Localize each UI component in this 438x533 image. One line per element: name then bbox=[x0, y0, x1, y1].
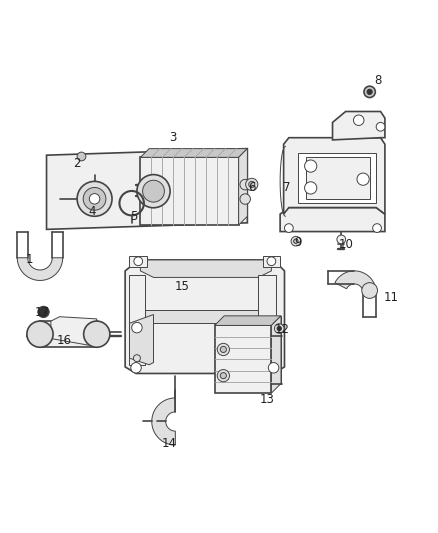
Polygon shape bbox=[40, 321, 97, 348]
Text: 8: 8 bbox=[374, 75, 382, 87]
Polygon shape bbox=[141, 149, 247, 157]
Polygon shape bbox=[284, 138, 385, 214]
Polygon shape bbox=[130, 256, 147, 266]
Circle shape bbox=[353, 115, 364, 125]
Circle shape bbox=[27, 321, 53, 348]
Polygon shape bbox=[224, 316, 281, 384]
Polygon shape bbox=[239, 149, 247, 225]
Polygon shape bbox=[141, 157, 239, 225]
Polygon shape bbox=[130, 314, 153, 365]
Text: 1: 1 bbox=[25, 254, 33, 266]
Text: 17: 17 bbox=[35, 306, 49, 319]
Circle shape bbox=[217, 343, 230, 356]
Text: 4: 4 bbox=[88, 205, 96, 219]
Polygon shape bbox=[215, 326, 272, 393]
Text: 15: 15 bbox=[174, 280, 189, 293]
Circle shape bbox=[240, 180, 251, 190]
Circle shape bbox=[267, 257, 276, 265]
Circle shape bbox=[373, 224, 381, 232]
Polygon shape bbox=[145, 310, 258, 323]
Text: 5: 5 bbox=[130, 210, 138, 223]
Circle shape bbox=[246, 179, 258, 190]
Polygon shape bbox=[258, 275, 276, 365]
Circle shape bbox=[77, 181, 112, 216]
Polygon shape bbox=[335, 271, 376, 293]
Circle shape bbox=[220, 373, 226, 379]
Circle shape bbox=[285, 224, 293, 232]
Text: 14: 14 bbox=[161, 437, 176, 450]
Circle shape bbox=[364, 86, 375, 98]
Circle shape bbox=[277, 326, 282, 330]
Text: 13: 13 bbox=[260, 393, 275, 406]
Circle shape bbox=[249, 181, 255, 188]
Circle shape bbox=[38, 306, 49, 318]
Circle shape bbox=[89, 193, 100, 204]
Circle shape bbox=[268, 362, 279, 373]
Text: 3: 3 bbox=[170, 131, 177, 144]
Circle shape bbox=[84, 321, 110, 348]
Circle shape bbox=[293, 239, 298, 244]
Polygon shape bbox=[125, 260, 285, 374]
Polygon shape bbox=[280, 207, 385, 231]
Circle shape bbox=[337, 235, 346, 244]
Circle shape bbox=[220, 346, 226, 352]
Text: 9: 9 bbox=[294, 236, 301, 249]
Circle shape bbox=[367, 89, 372, 94]
Circle shape bbox=[376, 123, 385, 131]
Circle shape bbox=[137, 175, 170, 208]
Circle shape bbox=[134, 354, 141, 362]
Polygon shape bbox=[130, 275, 145, 365]
Circle shape bbox=[357, 173, 369, 185]
Circle shape bbox=[143, 180, 164, 202]
Polygon shape bbox=[272, 316, 281, 393]
Circle shape bbox=[304, 182, 317, 194]
Polygon shape bbox=[263, 256, 280, 266]
Text: 12: 12 bbox=[275, 324, 290, 336]
Circle shape bbox=[275, 324, 284, 333]
Text: 10: 10 bbox=[338, 238, 353, 251]
Circle shape bbox=[304, 160, 317, 172]
Circle shape bbox=[291, 236, 300, 246]
Circle shape bbox=[77, 152, 86, 161]
Circle shape bbox=[217, 369, 230, 382]
Polygon shape bbox=[46, 149, 247, 229]
Circle shape bbox=[240, 194, 251, 204]
Polygon shape bbox=[297, 153, 376, 203]
Polygon shape bbox=[17, 258, 63, 280]
Polygon shape bbox=[152, 398, 175, 445]
Text: 16: 16 bbox=[57, 334, 71, 347]
Text: 11: 11 bbox=[384, 290, 399, 304]
Text: 7: 7 bbox=[283, 181, 290, 195]
Circle shape bbox=[131, 362, 141, 373]
Polygon shape bbox=[141, 260, 272, 277]
Polygon shape bbox=[215, 316, 281, 326]
Polygon shape bbox=[332, 111, 385, 140]
Circle shape bbox=[134, 257, 143, 265]
Circle shape bbox=[362, 282, 378, 298]
Polygon shape bbox=[306, 157, 370, 199]
Text: 2: 2 bbox=[73, 157, 81, 171]
Circle shape bbox=[132, 322, 142, 333]
Circle shape bbox=[83, 188, 106, 210]
Text: 6: 6 bbox=[248, 181, 255, 195]
Polygon shape bbox=[51, 317, 97, 345]
Polygon shape bbox=[149, 149, 247, 216]
